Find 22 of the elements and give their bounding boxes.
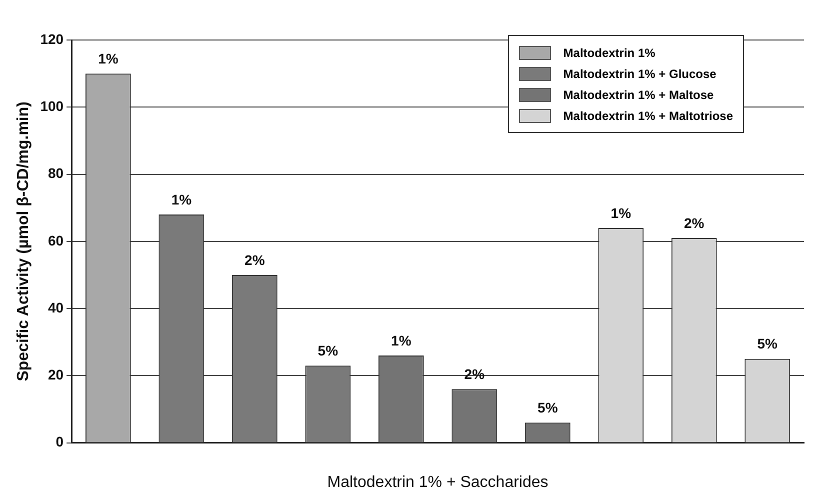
legend-label: Maltodextrin 1% (563, 46, 656, 60)
x-tick-label: 1% (98, 50, 119, 66)
y-tick-label: 120 (40, 30, 64, 47)
y-tick-label: 40 (48, 299, 64, 316)
y-tick-label: 20 (48, 366, 64, 383)
x-tick-label: 5% (318, 342, 339, 358)
x-axis-title: Maltodextrin 1% + Saccharides (327, 474, 548, 491)
x-tick-label: 1% (171, 191, 192, 208)
legend-label: Maltodextrin 1% + Glucose (563, 66, 716, 80)
x-tick-label: 1% (391, 332, 412, 348)
y-tick-label: 80 (48, 165, 64, 182)
x-tick-label: 2% (684, 214, 705, 231)
x-tick-label: 5% (538, 400, 558, 416)
x-tick-label: 5% (757, 336, 778, 352)
legend-label: Maltodextrin 1% + Maltotriose (563, 108, 733, 122)
legend-label: Maltodextrin 1% + Maltose (563, 88, 714, 102)
y-tick-label: 60 (48, 232, 64, 248)
y-tick-label: 100 (40, 98, 64, 114)
x-tick-label: 1% (610, 204, 632, 221)
y-tick-label: 0 (56, 434, 64, 450)
x-tick-label: 2% (244, 252, 266, 268)
y-axis-title: Specific Activity (µmol β-CD/mg.min) (15, 102, 32, 382)
